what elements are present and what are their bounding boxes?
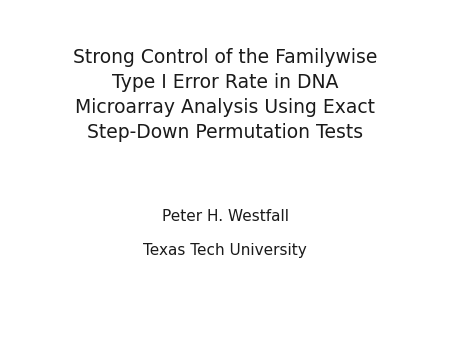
Text: Peter H. Westfall: Peter H. Westfall [162, 209, 288, 224]
Text: Strong Control of the Familywise
Type I Error Rate in DNA
Microarray Analysis Us: Strong Control of the Familywise Type I … [73, 48, 377, 142]
Text: Texas Tech University: Texas Tech University [143, 243, 307, 258]
